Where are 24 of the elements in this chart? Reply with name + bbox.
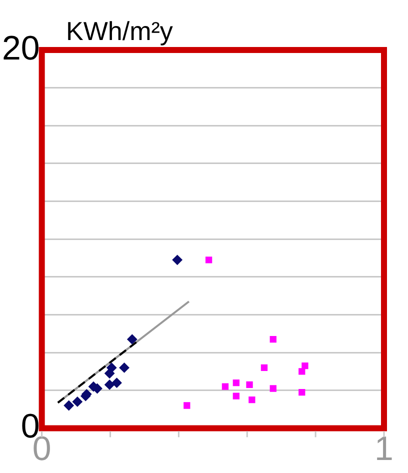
x-tick-label: 1 — [374, 430, 394, 468]
point — [127, 334, 138, 344]
point — [298, 368, 306, 375]
point — [260, 364, 268, 372]
point — [270, 336, 276, 343]
point — [72, 396, 82, 407]
point — [232, 379, 240, 386]
point — [106, 362, 117, 373]
point — [302, 362, 308, 370]
point — [104, 380, 115, 390]
point — [112, 378, 122, 388]
y-tick-label: 20 — [2, 29, 40, 68]
point — [232, 392, 240, 400]
point — [248, 396, 256, 404]
point — [119, 362, 130, 373]
point — [172, 254, 182, 265]
point — [246, 381, 253, 388]
point — [205, 256, 212, 264]
point — [222, 383, 229, 390]
point — [270, 385, 276, 392]
point — [184, 402, 190, 409]
point — [64, 400, 74, 411]
point — [298, 388, 306, 396]
y-axis-title: KWh/m²y — [66, 16, 173, 46]
